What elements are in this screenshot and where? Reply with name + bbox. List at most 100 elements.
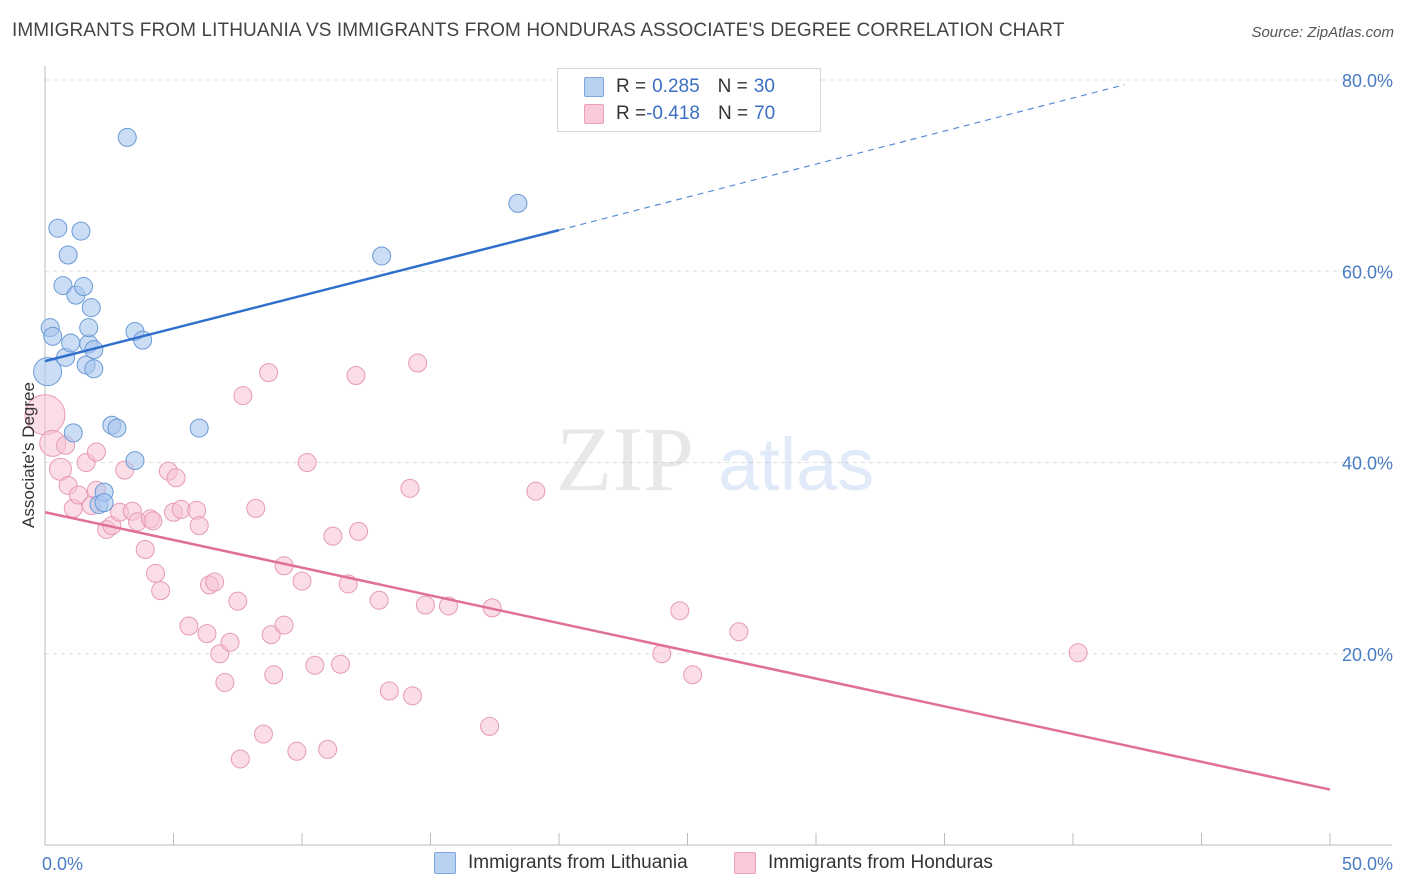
bottom-legend-label-honduras: Immigrants from Honduras (768, 852, 993, 873)
honduras-point (369, 590, 389, 610)
honduras-point (264, 665, 284, 685)
y-tick-label: 20.0% (1342, 645, 1393, 665)
x-tick-label: 50.0% (1342, 854, 1393, 874)
honduras-point (220, 632, 240, 652)
bottom-legend-swatch-lithuania (434, 852, 456, 874)
y-tick-label: 40.0% (1342, 454, 1393, 474)
lithuania-point (117, 127, 137, 147)
correlation-legend: R = 0.285 N = 30 R = -0.418 N = 70 (557, 68, 821, 132)
y-axis-label: Associate's Degree (19, 382, 38, 528)
honduras-point (729, 622, 749, 642)
series-lithuania-points (33, 127, 528, 515)
lithuania-point (74, 277, 94, 297)
lithuania-point (79, 318, 99, 338)
honduras-point (331, 654, 351, 674)
honduras-point (215, 672, 235, 692)
legend-r-label: R = (616, 103, 647, 124)
honduras-point (246, 498, 266, 518)
honduras-point (233, 386, 253, 406)
x-tick-label: 0.0% (42, 854, 83, 874)
bottom-legend-label-lithuania: Immigrants from Lithuania (468, 852, 688, 873)
honduras-point (189, 516, 209, 536)
legend-n-label: N = (717, 103, 749, 124)
source-credit: Source: ZipAtlas.com (1251, 24, 1394, 41)
honduras-point (143, 511, 163, 531)
watermark-zip: ZIP (556, 408, 694, 510)
lithuania-point (107, 418, 127, 438)
honduras-point (379, 681, 399, 701)
lithuania-point (43, 326, 63, 346)
honduras-point (349, 521, 369, 541)
honduras-point (197, 624, 217, 644)
honduras-point (323, 526, 343, 546)
honduras-point (166, 468, 186, 488)
honduras-point (179, 616, 199, 636)
honduras-point (146, 563, 166, 583)
honduras-point (408, 353, 428, 373)
honduras-point (403, 686, 423, 706)
honduras-point (480, 716, 500, 736)
lithuania-point (58, 245, 78, 265)
lithuania-point (61, 333, 81, 353)
honduras-point (1068, 643, 1088, 663)
honduras-point (297, 453, 317, 472)
honduras-point (135, 540, 155, 560)
honduras-point (86, 442, 106, 462)
honduras-point (151, 581, 171, 601)
honduras-point (261, 625, 281, 645)
legend-n-value: 70 (754, 103, 776, 124)
lithuania-point (63, 423, 83, 443)
legend-row-lithuania: R = 0.285 N = 30 (584, 75, 775, 99)
legend-row-honduras: R = -0.418 N = 70 (584, 102, 775, 126)
honduras-point (305, 655, 325, 675)
honduras-point (205, 572, 225, 592)
lithuania-trend-extension (558, 84, 1125, 231)
legend-r-label: R = (616, 76, 647, 97)
lithuania-point (94, 493, 114, 513)
honduras-point (526, 481, 546, 501)
legend-n-value: 30 (753, 76, 775, 97)
honduras-point (68, 485, 88, 505)
watermark: ZIP atlas (556, 408, 874, 510)
trend-lines (44, 84, 1331, 791)
lithuania-point (372, 246, 392, 266)
honduras-point (253, 724, 273, 744)
lithuania-point (53, 276, 73, 296)
honduras-point (318, 739, 338, 759)
lithuania-point (508, 193, 528, 213)
honduras-point (287, 741, 307, 761)
chart-title: IMMIGRANTS FROM LITHUANIA VS IMMIGRANTS … (12, 20, 1065, 41)
lithuania-point (33, 357, 63, 387)
bottom-legend-lithuania: Immigrants from Lithuania (434, 852, 688, 874)
legend-swatch-lithuania (584, 77, 604, 97)
lithuania-point (48, 218, 68, 238)
tick-labels: 20.0% 40.0% 60.0% 80.0% 0.0% 50.0% (42, 71, 1393, 874)
legend-r-value: 0.285 (652, 76, 700, 97)
legend-swatch-honduras (584, 104, 604, 124)
watermark-atlas: atlas (718, 423, 874, 506)
honduras-trend-line (44, 511, 1331, 791)
honduras-point (346, 365, 366, 385)
honduras-point (259, 363, 279, 383)
series-honduras-points (24, 353, 1088, 769)
honduras-point (274, 615, 294, 635)
lithuania-point (189, 418, 209, 438)
y-tick-label: 60.0% (1342, 262, 1393, 282)
honduras-point (230, 749, 250, 769)
lithuania-point (71, 221, 91, 241)
honduras-point (670, 601, 690, 621)
gridlines (45, 79, 1392, 655)
honduras-point (400, 478, 420, 498)
honduras-point (415, 595, 435, 615)
honduras-point (683, 665, 703, 685)
bottom-legend-honduras: Immigrants from Honduras (734, 852, 993, 874)
axes (44, 66, 1392, 846)
lithuania-point (81, 298, 101, 318)
lithuania-point (125, 451, 145, 471)
y-tick-label: 80.0% (1342, 71, 1393, 91)
lithuania-point (84, 359, 104, 379)
bottom-legend-swatch-honduras (734, 852, 756, 874)
honduras-point (228, 591, 248, 611)
legend-r-value: -0.418 (646, 103, 700, 124)
